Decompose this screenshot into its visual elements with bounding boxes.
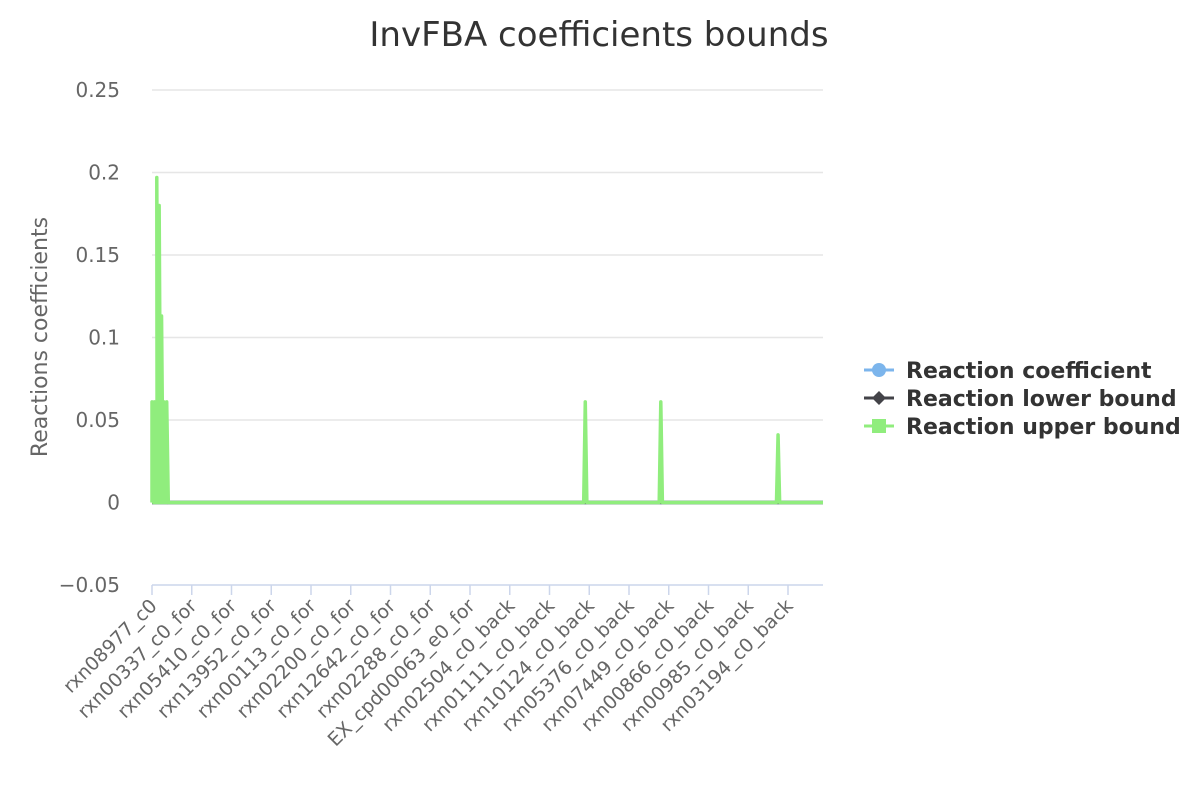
y-axis-label: Reactions coefficients <box>28 217 53 457</box>
legend-label: Reaction upper bound <box>906 415 1181 440</box>
legend-item[interactable]: Reaction upper bound <box>864 415 1181 440</box>
legend-item[interactable]: Reaction lower bound <box>864 387 1177 412</box>
y-tick-label: 0.25 <box>75 78 120 102</box>
y-tick-label: 0.15 <box>75 243 120 267</box>
y-tick-label: 0.2 <box>88 161 120 185</box>
gridlines <box>152 89 823 504</box>
circle-marker-icon <box>872 363 886 377</box>
chart-title: InvFBA coefficients bounds <box>369 15 828 55</box>
y-tick-label: 0 <box>107 491 120 515</box>
legend-item[interactable]: Reaction coefficient <box>864 359 1152 384</box>
series-line <box>150 175 823 505</box>
series-reaction-upper-bound <box>150 175 823 505</box>
legend-label: Reaction lower bound <box>906 387 1177 412</box>
y-tick-label: 0.05 <box>75 408 120 432</box>
y-tick-label: 0.1 <box>88 326 120 350</box>
legend-label: Reaction coefficient <box>906 359 1152 384</box>
legend: Reaction coefficient Reaction lower bound… <box>864 359 1181 440</box>
y-axis-ticks: −0.05 0 0.05 0.1 0.15 0.2 0.25 <box>59 78 120 597</box>
diamond-marker-icon <box>872 391 886 405</box>
x-axis-ticks: rxn08977_c0rxn00337_c0_forrxn05410_c0_fo… <box>59 585 798 751</box>
square-marker-icon <box>872 419 886 433</box>
y-tick-label: −0.05 <box>59 573 120 597</box>
plot-series <box>150 175 823 505</box>
